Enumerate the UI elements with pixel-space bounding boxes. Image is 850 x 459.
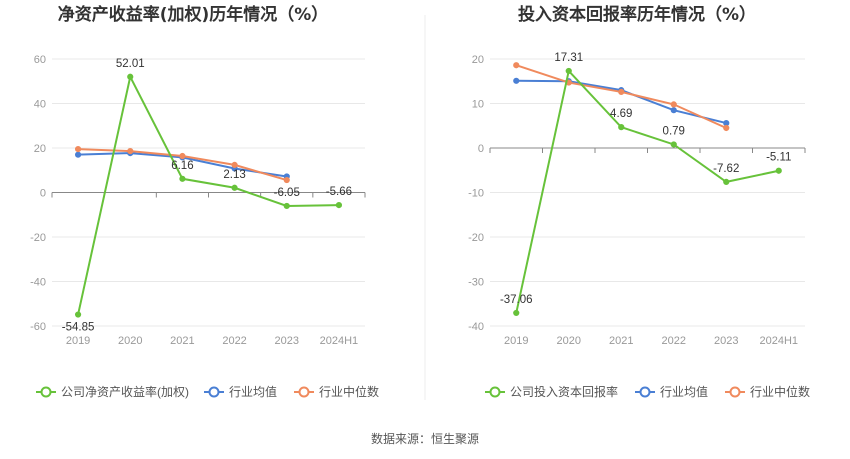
data-point <box>565 67 572 75</box>
legend-circle-marker <box>208 386 220 398</box>
legend-item-industry-avg: 行业均值 <box>635 384 708 399</box>
data-point <box>231 161 238 169</box>
chart-title: 净资产收益率(加权)历年情况（%） <box>58 4 329 25</box>
data-label: -7.62 <box>713 163 739 175</box>
data-point <box>723 124 730 132</box>
data-point <box>74 311 82 318</box>
x-tick-label: 2020 <box>118 335 142 347</box>
data-point <box>74 146 82 153</box>
x-tick-label: 2019 <box>66 335 90 347</box>
legend-circle-marker <box>729 386 741 398</box>
data-point <box>127 73 134 80</box>
data-source-text: 数据来源：恒生聚源 <box>371 431 479 446</box>
y-tick-label: -40 <box>30 277 46 289</box>
x-tick-label: 2024H1 <box>320 335 359 347</box>
data-point <box>513 77 520 84</box>
data-point <box>74 151 82 158</box>
y-tick-label: -20 <box>468 232 484 244</box>
x-tick-label: 2021 <box>609 335 633 347</box>
legend-label: 行业均值 <box>229 384 277 399</box>
x-tick-label: 2021 <box>170 335 194 347</box>
legend-circle-marker <box>298 386 310 398</box>
x-tick-label: 2022 <box>662 335 686 347</box>
y-tick-label: -40 <box>468 321 484 333</box>
series-line-company <box>77 73 339 315</box>
chart-panel-1: 净资产收益率(加权)历年情况（%） 60 40 20 0 -20 -40 -60 2019 202… <box>30 4 379 399</box>
data-point <box>179 152 186 160</box>
data-point <box>618 124 625 131</box>
data-label: -5.11 <box>766 152 791 164</box>
data-point <box>283 176 290 184</box>
y-tick-label: -20 <box>30 232 46 244</box>
legend-label: 行业中位数 <box>750 384 810 399</box>
y-tick-label: 0 <box>40 188 46 200</box>
data-label: -37.06 <box>500 294 533 306</box>
y-tick-label: 20 <box>34 143 46 155</box>
x-tick-label: 2023 <box>275 335 299 347</box>
data-point <box>670 101 677 108</box>
y-tick-label: 60 <box>34 54 46 66</box>
data-point <box>283 202 290 210</box>
legend-item-industry-avg: 行业均值 <box>204 384 277 399</box>
legend-item-company: 公司投入资本回报率 <box>485 384 618 399</box>
x-tick-label: 2020 <box>557 335 581 347</box>
y-tick-label: 40 <box>34 99 46 111</box>
data-label: 52.01 <box>116 58 145 70</box>
data-point <box>127 148 134 155</box>
x-tick-label: 2024H1 <box>759 335 798 347</box>
data-point <box>670 141 677 148</box>
data-point <box>723 178 730 186</box>
data-label: -5.66 <box>326 186 352 198</box>
legend-label: 公司投入资本回报率 <box>510 384 618 399</box>
legend-label: 公司净资产收益率(加权) <box>61 384 189 399</box>
data-label: -54.85 <box>62 322 95 334</box>
data-label: 2.13 <box>223 169 245 181</box>
data-label: 0.79 <box>663 125 685 137</box>
y-tick-label: -10 <box>468 188 484 200</box>
data-label: -6.05 <box>274 187 300 199</box>
data-point <box>179 175 186 182</box>
legend-circle-marker <box>489 386 501 398</box>
chart-panel-2: 投入资本回报率历年情况（%） 20 10 0 -10 -20 -30 -40 2019 2020 2… <box>468 4 810 399</box>
legend-item-industry-median: 行业中位数 <box>294 384 379 399</box>
data-label: 17.31 <box>554 52 583 64</box>
legend-circle-marker <box>639 386 651 398</box>
legend-label: 行业中位数 <box>319 384 379 399</box>
data-point <box>670 107 677 114</box>
data-point <box>618 88 625 96</box>
x-tick-label: 2022 <box>222 335 246 347</box>
legend-label: 行业均值 <box>660 384 708 399</box>
chart-title: 投入资本回报率历年情况（%） <box>518 4 756 25</box>
legend-circle-marker <box>40 386 52 398</box>
series-line-company <box>515 68 779 314</box>
data-point <box>231 184 238 191</box>
data-point <box>513 309 520 317</box>
y-tick-label: 10 <box>472 99 484 111</box>
data-point <box>775 167 782 174</box>
y-tick-label: -60 <box>30 321 46 333</box>
y-tick-label: 0 <box>478 143 484 155</box>
y-tick-label: -30 <box>468 277 484 289</box>
legend-item-company: 公司净资产收益率(加权) <box>36 384 189 399</box>
data-point <box>513 62 520 69</box>
x-tick-label: 2023 <box>714 335 738 347</box>
data-label: 4.69 <box>610 108 632 120</box>
data-point <box>335 201 343 209</box>
legend-item-industry-median: 行业中位数 <box>725 384 810 399</box>
data-label: 6.16 <box>171 160 193 172</box>
y-tick-label: 20 <box>472 54 484 66</box>
x-tick-label: 2019 <box>504 335 528 347</box>
